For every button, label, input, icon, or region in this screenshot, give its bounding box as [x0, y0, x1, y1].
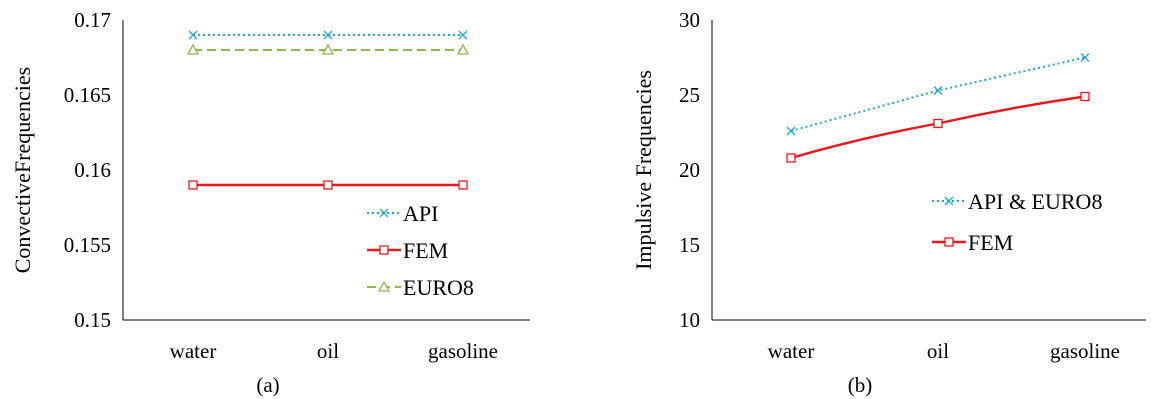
legend: API & EURO8 FEM — [932, 189, 1102, 255]
data-point-marker — [456, 43, 470, 55]
legend-label: EURO8 — [403, 275, 474, 300]
y-tick-label: 10 — [679, 308, 700, 332]
y-tick-label: 0.165 — [64, 83, 111, 107]
legend: API FEM EURO8 — [367, 201, 474, 300]
legend-label: API & EURO8 — [968, 189, 1102, 214]
series-api-euro8 — [786, 53, 1090, 136]
legend-swatch-marker — [377, 280, 391, 292]
y-tick-label: 0.155 — [64, 233, 111, 257]
y-axis-label: ConvectiveFrequencies — [10, 67, 35, 274]
series-api — [188, 30, 468, 40]
data-point-marker — [933, 86, 943, 95]
data-point-marker — [186, 43, 200, 55]
data-point-marker — [323, 180, 333, 190]
series-fem — [188, 180, 468, 190]
series-line — [790, 56, 1086, 132]
x-tick-label: oil — [927, 339, 949, 363]
x-tick-label: water — [170, 339, 217, 363]
y-tick-label: 20 — [679, 158, 700, 182]
legend-swatch-marker — [379, 208, 389, 218]
y-tick-label: 25 — [679, 83, 700, 107]
y-tick-label: 15 — [679, 233, 700, 257]
data-point-marker — [786, 153, 796, 163]
data-point-marker — [458, 180, 468, 190]
panel-caption: (b) — [848, 373, 873, 397]
legend-label: FEM — [968, 230, 1013, 255]
data-point-marker — [933, 118, 943, 129]
data-point-marker — [458, 30, 468, 40]
y-tick-label: 0.16 — [74, 158, 111, 182]
x-tick-label: oil — [317, 339, 339, 363]
series-fem — [786, 91, 1090, 163]
data-point-marker — [323, 30, 333, 40]
data-point-marker — [321, 43, 335, 55]
legend-swatch-marker — [379, 245, 389, 255]
data-point-marker — [786, 126, 796, 136]
y-tick-label: 0.15 — [74, 308, 111, 332]
x-tick-label: water — [768, 339, 815, 363]
y-tick-label: 0.17 — [74, 8, 111, 32]
data-point-marker — [188, 180, 198, 190]
data-point-marker — [1080, 53, 1090, 62]
panel-caption: (a) — [256, 373, 279, 397]
legend-swatch-marker — [944, 237, 954, 247]
x-tick-label: gasoline — [428, 339, 498, 363]
chart-panel-b: 10 15 20 25 30 water oil gasoline Impulsive Fr… — [631, 8, 1146, 397]
legend-label: FEM — [403, 238, 448, 263]
legend-swatch-marker — [944, 196, 954, 206]
y-axis-label: Impulsive Frequencies — [631, 70, 656, 270]
data-point-marker — [188, 30, 198, 40]
legend-label: API — [403, 201, 438, 226]
series-euro8 — [186, 43, 470, 55]
data-point-marker — [1080, 91, 1090, 102]
y-tick-label: 30 — [679, 8, 700, 32]
x-tick-label: gasoline — [1050, 339, 1120, 363]
